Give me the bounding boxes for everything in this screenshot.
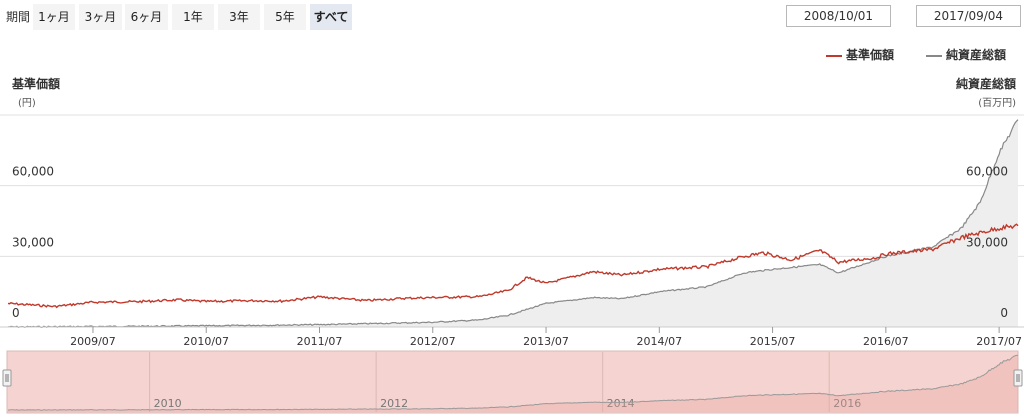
navigator-tick-label: 2010	[154, 397, 182, 410]
x-axis-tick-label: 2009/07	[70, 335, 116, 348]
x-axis-tick-label: 2011/07	[297, 335, 343, 348]
to-date-input[interactable]	[916, 5, 1021, 27]
range-button-5-years[interactable]: 5年	[264, 4, 306, 30]
navigator-tick-label: 2014	[607, 397, 635, 410]
navigator-left-handle[interactable]	[2, 369, 12, 387]
x-axis-tick-label: 2016/07	[863, 335, 909, 348]
right-axis-tick-label: 60,000	[966, 165, 1008, 179]
x-axis-tick-label: 2012/07	[410, 335, 456, 348]
net-assets-area	[8, 119, 1018, 328]
range-button-1-year[interactable]: 1年	[172, 4, 214, 30]
right-axis-unit: (百万円)	[978, 98, 1016, 109]
legend-item-net-assets[interactable]: 純資産総額	[926, 46, 1006, 63]
left-axis-title: 基準価額	[12, 77, 61, 91]
legend-item-nav[interactable]: 基準価額	[826, 46, 894, 63]
range-button-3-years[interactable]: 3年	[218, 4, 260, 30]
right-axis-tick-label: 30,000	[966, 235, 1008, 249]
navigator-selected-range[interactable]	[6, 350, 1019, 414]
x-axis-tick-label: 2013/07	[523, 335, 569, 348]
legend-label-nav: 基準価額	[846, 48, 895, 62]
nav-line	[7, 223, 1019, 309]
legend-swatch-net-assets	[926, 54, 942, 57]
navigator-mini-area	[8, 355, 1018, 412]
x-axis-tick-label: 2014/07	[636, 335, 682, 348]
range-button-1-month[interactable]: 1ヶ月	[33, 4, 75, 30]
left-axis-tick-label: 60,000	[12, 165, 54, 179]
right-axis-title: 純資産総額	[955, 77, 1016, 91]
legend-swatch-nav	[826, 54, 842, 57]
legend-label-net-assets: 純資産総額	[946, 48, 1007, 62]
x-axis-tick-label: 2010/07	[183, 335, 229, 348]
left-axis-tick-label: 30,000	[12, 235, 54, 249]
navigator-tick-label: 2012	[380, 397, 408, 410]
range-button-all[interactable]: すべて	[310, 4, 352, 30]
navigator-mini-line	[8, 354, 1019, 411]
right-axis-tick-label: 0	[1000, 306, 1008, 320]
range-button-3-months[interactable]: 3ヶ月	[79, 4, 122, 30]
from-date-input[interactable]	[786, 5, 891, 27]
navigator-tick-label: 2016	[833, 397, 861, 410]
navigator[interactable]: 2010 2012 2014 2016	[2, 350, 1023, 414]
left-axis-tick-label: 0	[12, 306, 20, 320]
x-axis-tick-label: 2015/07	[750, 335, 796, 348]
navigator-right-handle[interactable]	[1013, 369, 1023, 387]
period-label: 期間	[6, 10, 31, 24]
net-assets-line	[8, 119, 1019, 328]
range-button-6-months[interactable]: 6ヶ月	[125, 4, 168, 30]
range-selector: 期間 1ヶ月 3ヶ月 6ヶ月 1年 3年 5年 すべて 〜	[0, 0, 1024, 32]
x-axis-tick-label: 2017/07	[976, 335, 1022, 348]
left-axis-unit: (円)	[18, 98, 36, 109]
